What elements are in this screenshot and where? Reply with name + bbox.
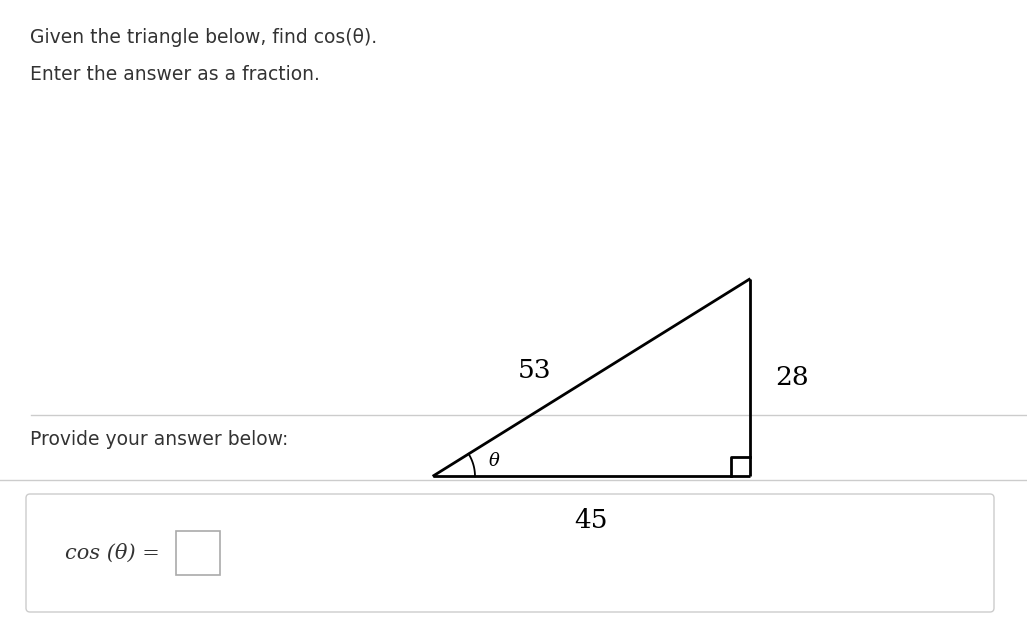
Text: Enter the answer as a fraction.: Enter the answer as a fraction.	[30, 65, 319, 84]
Text: cos (θ) =: cos (θ) =	[65, 544, 160, 563]
Text: θ: θ	[489, 451, 500, 470]
Text: Provide your answer below:: Provide your answer below:	[30, 430, 289, 449]
Text: Given the triangle below, find cos(θ).: Given the triangle below, find cos(θ).	[30, 28, 377, 47]
Text: 53: 53	[519, 358, 551, 383]
FancyBboxPatch shape	[26, 494, 994, 612]
FancyBboxPatch shape	[176, 531, 220, 575]
Text: 45: 45	[575, 508, 608, 533]
Text: 28: 28	[775, 365, 808, 390]
